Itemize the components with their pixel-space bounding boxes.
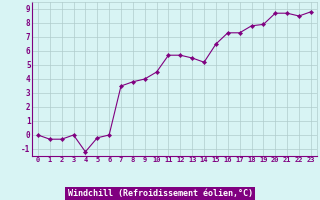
Text: Windchill (Refroidissement éolien,°C): Windchill (Refroidissement éolien,°C) (68, 189, 252, 198)
